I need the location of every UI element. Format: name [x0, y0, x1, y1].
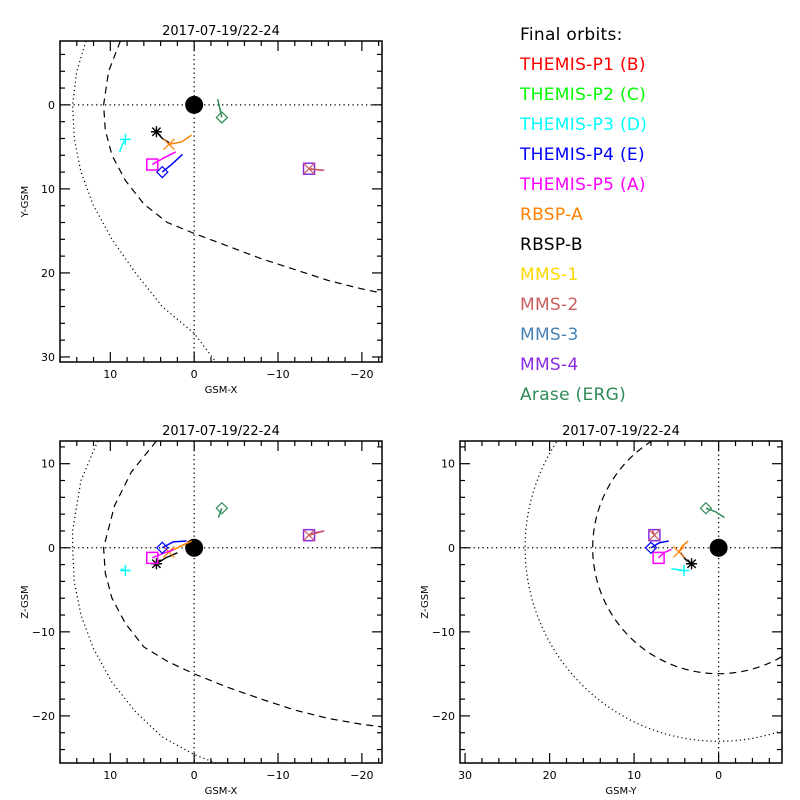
axis-ticks	[59, 441, 382, 763]
x-tick-label: −20	[350, 769, 373, 782]
position-marker	[215, 501, 229, 515]
legend-item: MMS-1	[520, 265, 579, 285]
position-marker	[672, 546, 685, 558]
earth-marker	[185, 95, 204, 114]
plot-area	[60, 441, 382, 763]
legend-item: MMS-2	[520, 295, 579, 315]
legend-item: THEMIS-P3 (D)	[520, 115, 648, 135]
plot-area	[60, 41, 382, 362]
panel-xz: 2017-07-19/22-24 GSM-X Z-GSM 10 0 −10 −20 10 0 −1…	[20, 424, 383, 797]
orbit-track	[650, 540, 669, 549]
position-marker	[215, 111, 229, 124]
orbit-track	[308, 167, 325, 172]
x-tick-label: 10	[627, 769, 641, 782]
plot-frame	[59, 40, 383, 363]
panel-yz: 2017-07-19/22-24 GSM-Y Z-GSM 30 20 10 0 10 0 −10 −…	[420, 424, 783, 797]
legend-item: Arase (ERG)	[520, 385, 627, 405]
position-marker	[155, 165, 169, 179]
plot-area	[460, 441, 782, 763]
y-tick-label: 30	[41, 351, 55, 364]
bowshock-curve	[71, 41, 217, 362]
y-tick-label: −20	[32, 710, 55, 723]
x-tick-label: −10	[266, 769, 289, 782]
y-axis-label: Z-GSM	[420, 585, 431, 618]
position-marker	[119, 564, 131, 576]
y-tick-label: 20	[41, 267, 55, 280]
legend-title: Final orbits:	[520, 25, 623, 45]
x-axis-label: GSM-X	[205, 385, 238, 396]
axis-ticks	[460, 441, 782, 763]
plot-frame	[459, 440, 783, 764]
y-tick-label: 0	[48, 542, 55, 555]
panel-title: 2017-07-19/22-24	[162, 24, 280, 39]
y-tick-label: 0	[48, 99, 55, 112]
orbit-track	[156, 552, 178, 565]
legend-item: THEMIS-P5 (A)	[520, 175, 646, 195]
legend: Final orbits: THEMIS-P1 (B) THEMIS-P2 (C…	[520, 22, 647, 412]
legend-item: MMS-4	[520, 355, 579, 375]
x-axis-label: GSM-Y	[605, 786, 637, 797]
plot-frame	[59, 440, 383, 764]
x-tick-label: 30	[458, 769, 472, 782]
legend-item: RBSP-A	[520, 205, 584, 225]
position-marker	[678, 564, 690, 576]
x-tick-label: −10	[266, 368, 289, 381]
magnetopause-curve	[102, 441, 382, 728]
position-marker	[155, 541, 169, 555]
orbit-track	[151, 151, 177, 166]
orbit-track	[118, 138, 127, 153]
orbit-track	[216, 98, 223, 118]
position-marker	[119, 133, 131, 145]
x-tick-label: 0	[191, 368, 198, 381]
orbit-track	[658, 548, 672, 559]
x-tick-label: 20	[543, 769, 557, 782]
orbit-track	[705, 507, 725, 519]
x-tick-label: 0	[715, 769, 722, 782]
position-marker	[648, 528, 661, 542]
y-tick-label: −10	[432, 626, 455, 639]
legend-item: THEMIS-P1 (B)	[520, 55, 646, 75]
y-tick-label: 10	[441, 458, 455, 471]
y-tick-label: 10	[41, 183, 55, 196]
axis-ticks	[59, 41, 382, 362]
x-tick-label: −20	[350, 368, 373, 381]
legend-item: MMS-3	[520, 325, 579, 345]
position-marker	[145, 551, 159, 565]
position-marker	[644, 541, 658, 555]
y-tick-label: 0	[448, 542, 455, 555]
x-axis-label: GSM-X	[205, 786, 238, 797]
y-axis-label: Z-GSM	[20, 585, 31, 618]
x-tick-label: 0	[191, 769, 198, 782]
panel-title: 2017-07-19/22-24	[562, 424, 680, 439]
legend-item: THEMIS-P2 (C)	[520, 85, 647, 105]
position-marker	[145, 158, 159, 171]
legend-item: RBSP-B	[520, 235, 583, 255]
y-tick-label: −10	[32, 626, 55, 639]
position-marker	[303, 529, 315, 542]
y-tick-label: 10	[41, 458, 55, 471]
earth-marker	[185, 538, 204, 557]
position-marker	[303, 162, 315, 175]
position-marker	[163, 138, 175, 151]
legend-item: THEMIS-P4 (E)	[520, 145, 645, 165]
position-marker	[699, 501, 713, 515]
bowshock-curve	[71, 441, 217, 763]
x-tick-label: 10	[103, 769, 117, 782]
magnetopause-curve	[592, 441, 782, 675]
y-axis-label: Y-GSM	[20, 186, 31, 219]
earth-marker	[709, 538, 728, 557]
position-marker	[150, 126, 162, 138]
panel-title: 2017-07-19/22-24	[162, 424, 280, 439]
orbit-track	[308, 530, 325, 536]
y-tick-label: −20	[432, 710, 455, 723]
x-tick-label: 10	[103, 368, 117, 381]
panel-xy: 2017-07-19/22-24 GSM-X Y-GSM 10 0 −10 −20 0 10 20…	[20, 24, 383, 396]
magnetopause-curve	[103, 41, 382, 294]
orbit-track	[168, 134, 193, 146]
position-marker	[648, 529, 661, 542]
position-marker	[686, 558, 698, 570]
position-marker	[302, 528, 316, 542]
position-marker	[652, 551, 665, 565]
